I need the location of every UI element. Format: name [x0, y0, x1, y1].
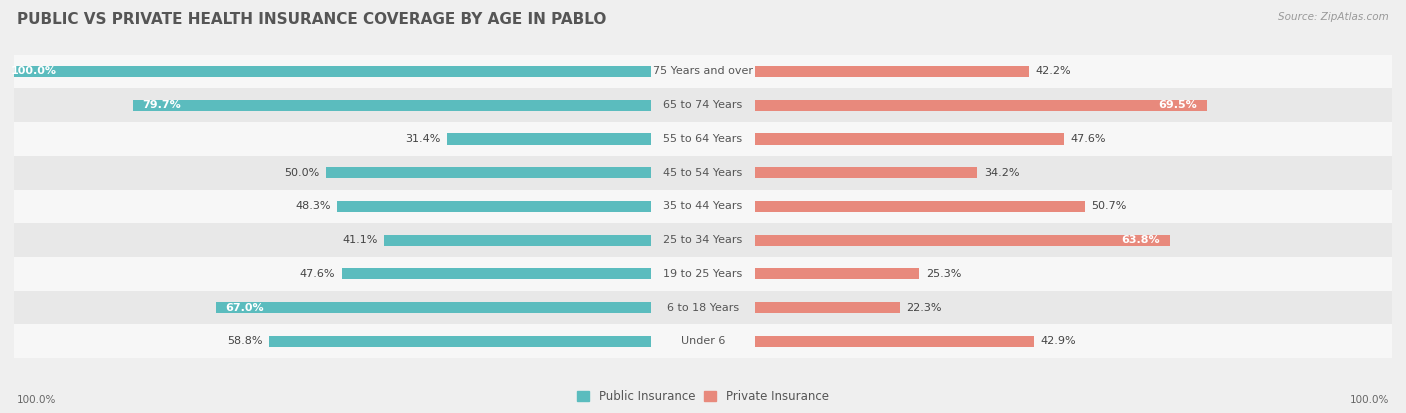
Text: 42.2%: 42.2% [1036, 66, 1071, 76]
Text: 22.3%: 22.3% [907, 303, 942, 313]
Bar [14, 190, 1392, 223]
Text: 6 to 18 Years: 6 to 18 Years [666, 303, 740, 313]
Text: 100.0%: 100.0% [11, 66, 56, 76]
Text: 65 to 74 Years: 65 to 74 Years [664, 100, 742, 110]
Bar [337, 201, 651, 212]
Text: Under 6: Under 6 [681, 336, 725, 347]
Text: 100.0%: 100.0% [1350, 395, 1389, 405]
Text: 19 to 25 Years: 19 to 25 Years [664, 269, 742, 279]
Bar [755, 336, 1033, 347]
Text: PUBLIC VS PRIVATE HEALTH INSURANCE COVERAGE BY AGE IN PABLO: PUBLIC VS PRIVATE HEALTH INSURANCE COVER… [17, 12, 606, 27]
Bar [1, 66, 651, 77]
Bar [326, 167, 651, 178]
Bar [755, 100, 1206, 111]
Bar [384, 235, 651, 246]
Bar [269, 336, 651, 347]
Text: 50.7%: 50.7% [1091, 202, 1126, 211]
Text: 55 to 64 Years: 55 to 64 Years [664, 134, 742, 144]
Bar [342, 268, 651, 280]
Text: 67.0%: 67.0% [225, 303, 264, 313]
Bar [755, 268, 920, 280]
Bar [14, 55, 1392, 88]
Bar [755, 235, 1170, 246]
Text: 47.6%: 47.6% [1071, 134, 1107, 144]
Bar [755, 302, 900, 313]
Bar [14, 223, 1392, 257]
Bar [14, 291, 1392, 325]
Text: 41.1%: 41.1% [342, 235, 377, 245]
Text: 47.6%: 47.6% [299, 269, 335, 279]
Text: 100.0%: 100.0% [17, 395, 56, 405]
Text: 50.0%: 50.0% [284, 168, 319, 178]
Bar [755, 66, 1029, 77]
Text: 34.2%: 34.2% [984, 168, 1019, 178]
Bar [134, 100, 651, 111]
Bar [755, 201, 1084, 212]
Text: 79.7%: 79.7% [143, 100, 181, 110]
Bar [755, 167, 977, 178]
Bar [14, 257, 1392, 291]
Text: 58.8%: 58.8% [226, 336, 263, 347]
Bar [14, 325, 1392, 358]
Bar [14, 88, 1392, 122]
Text: 25.3%: 25.3% [927, 269, 962, 279]
Text: 45 to 54 Years: 45 to 54 Years [664, 168, 742, 178]
Bar [14, 156, 1392, 190]
Text: 31.4%: 31.4% [405, 134, 440, 144]
Text: 69.5%: 69.5% [1159, 100, 1197, 110]
Text: 35 to 44 Years: 35 to 44 Years [664, 202, 742, 211]
Legend: Public Insurance, Private Insurance: Public Insurance, Private Insurance [572, 385, 834, 408]
Bar [215, 302, 651, 313]
Bar [14, 122, 1392, 156]
Bar [447, 133, 651, 145]
Text: 63.8%: 63.8% [1122, 235, 1160, 245]
Bar [755, 133, 1064, 145]
Text: 75 Years and over: 75 Years and over [652, 66, 754, 76]
Text: 25 to 34 Years: 25 to 34 Years [664, 235, 742, 245]
Text: 42.9%: 42.9% [1040, 336, 1076, 347]
Text: Source: ZipAtlas.com: Source: ZipAtlas.com [1278, 12, 1389, 22]
Text: 48.3%: 48.3% [295, 202, 330, 211]
